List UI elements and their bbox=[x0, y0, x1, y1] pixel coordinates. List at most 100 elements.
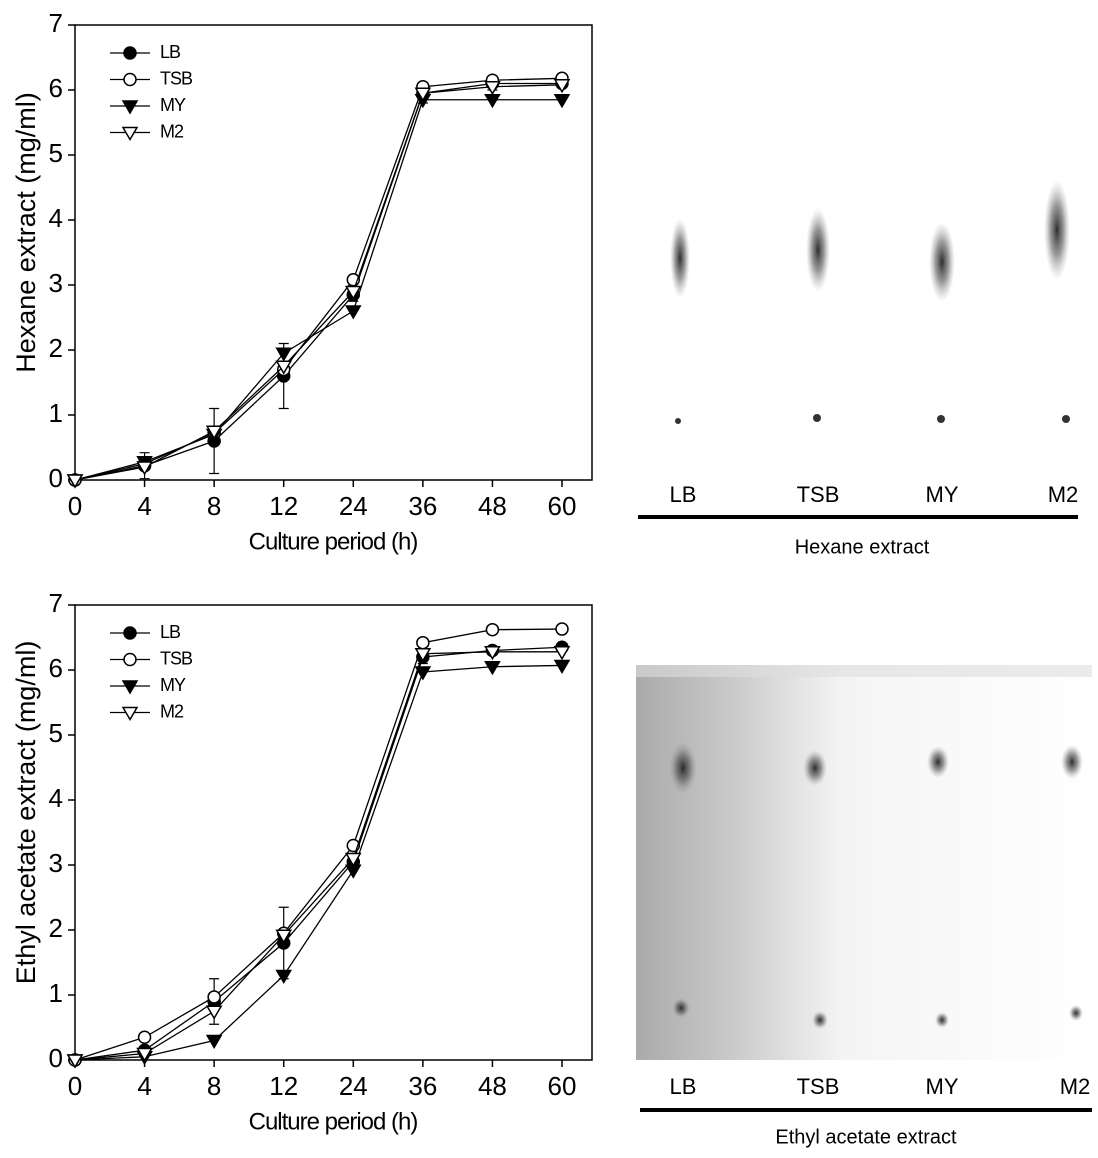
y-tick-label: 4 bbox=[49, 783, 63, 813]
marker bbox=[344, 864, 362, 879]
x-tick-label: 8 bbox=[207, 491, 221, 521]
y-tick-label: 0 bbox=[49, 463, 63, 493]
lane-label: M2 bbox=[1060, 1074, 1091, 1099]
solvent-front bbox=[636, 665, 1092, 677]
y-tick-label: 5 bbox=[49, 718, 63, 748]
y-tick-label: 4 bbox=[49, 203, 63, 233]
x-tick-label: 4 bbox=[137, 1071, 151, 1101]
tlc-spot bbox=[806, 208, 830, 292]
y-tick-label: 1 bbox=[49, 398, 63, 428]
legend-label: TSB bbox=[160, 648, 193, 668]
marker bbox=[414, 87, 432, 102]
marker bbox=[553, 646, 571, 661]
lane-label: TSB bbox=[797, 482, 840, 507]
legend-marker bbox=[123, 46, 137, 60]
marker bbox=[414, 648, 432, 663]
legend-label: LB bbox=[160, 622, 181, 642]
lane-label: MY bbox=[926, 482, 959, 507]
x-tick-label: 60 bbox=[548, 491, 577, 521]
y-tick-label: 1 bbox=[49, 978, 63, 1008]
tlc-spot bbox=[937, 415, 945, 423]
legend-label: LB bbox=[160, 42, 181, 62]
marker bbox=[275, 969, 293, 984]
legend-marker bbox=[123, 72, 137, 87]
marker bbox=[484, 94, 501, 109]
caption: Ethyl acetate extract bbox=[775, 1126, 957, 1148]
x-tick-label: 0 bbox=[68, 1071, 82, 1101]
legend-marker bbox=[121, 680, 139, 695]
series-line bbox=[74, 664, 563, 1061]
marker bbox=[414, 666, 432, 681]
legend-label: MY bbox=[160, 675, 186, 695]
tlc-plate: LB TSB MY M2 Ethyl acetate extract bbox=[636, 665, 1092, 1148]
tlc-spot bbox=[675, 418, 681, 424]
y-tick-label: 7 bbox=[49, 8, 63, 38]
x-tick-label: 12 bbox=[269, 1071, 298, 1101]
x-axis-title: Culture period (h) bbox=[249, 528, 418, 555]
plot-frame bbox=[74, 24, 593, 481]
tlc-spot bbox=[672, 998, 690, 1018]
tlc-plate: LB TSB MY M2 Hexane extract bbox=[638, 180, 1078, 558]
lane-label: MY bbox=[926, 1074, 959, 1099]
marker bbox=[553, 659, 571, 674]
marker bbox=[205, 1005, 223, 1020]
y-tick-label: 6 bbox=[49, 653, 63, 683]
series-line bbox=[74, 628, 563, 1061]
tlc-spot bbox=[1044, 180, 1070, 280]
x-tick-label: 0 bbox=[68, 491, 82, 521]
tlc-spot bbox=[1062, 415, 1070, 423]
marker bbox=[275, 929, 293, 944]
x-axis-title: Culture period (h) bbox=[249, 1108, 418, 1135]
series-line bbox=[74, 82, 562, 481]
marker bbox=[344, 852, 362, 867]
x-tick-label: 36 bbox=[408, 1071, 437, 1101]
legend-label: M2 bbox=[160, 121, 184, 141]
y-tick-label: 0 bbox=[49, 1043, 63, 1073]
x-tick-label: 48 bbox=[478, 491, 507, 521]
lane-label: LB bbox=[670, 1074, 697, 1099]
y-tick-label: 2 bbox=[49, 913, 63, 943]
y-tick-label: 3 bbox=[49, 268, 63, 298]
caption: Hexane extract bbox=[795, 536, 930, 558]
marker bbox=[484, 81, 501, 96]
tlc-spot bbox=[812, 1011, 828, 1029]
tlc-spot bbox=[1069, 1005, 1083, 1021]
y-axis-title: Hexane extract (mg/ml) bbox=[11, 92, 41, 373]
legend-marker bbox=[121, 126, 139, 141]
marker bbox=[553, 79, 571, 94]
marker bbox=[136, 1047, 153, 1062]
x-tick-label: 48 bbox=[478, 1071, 507, 1101]
tlc-spot bbox=[813, 414, 821, 422]
legend-marker bbox=[121, 100, 139, 115]
y-tick-label: 2 bbox=[49, 333, 63, 363]
series-line bbox=[74, 77, 563, 481]
tlc-spot bbox=[1061, 745, 1083, 779]
tlc-spot bbox=[670, 218, 690, 298]
x-tick-label: 24 bbox=[339, 1071, 368, 1101]
marker bbox=[555, 622, 569, 636]
y-tick-label: 5 bbox=[49, 138, 63, 168]
lane-label: TSB bbox=[797, 1074, 840, 1099]
marker bbox=[484, 646, 501, 661]
y-tick-label: 6 bbox=[49, 73, 63, 103]
series-line bbox=[74, 651, 562, 1061]
legend-label: TSB bbox=[160, 68, 193, 88]
series-line bbox=[74, 99, 562, 481]
tlc-spot bbox=[929, 222, 955, 302]
lane-label: M2 bbox=[1048, 482, 1079, 507]
marker bbox=[344, 285, 362, 300]
marker bbox=[205, 1034, 223, 1049]
x-tick-label: 8 bbox=[207, 1071, 221, 1101]
marker bbox=[344, 305, 362, 320]
marker bbox=[66, 474, 84, 489]
x-tick-label: 36 bbox=[408, 491, 437, 521]
tlc-spot bbox=[803, 750, 827, 786]
legend-marker bbox=[121, 706, 139, 721]
x-tick-label: 24 bbox=[339, 491, 368, 521]
marker bbox=[205, 425, 223, 440]
marker bbox=[137, 1030, 152, 1044]
x-tick-label: 12 bbox=[269, 491, 298, 521]
marker bbox=[275, 347, 293, 362]
